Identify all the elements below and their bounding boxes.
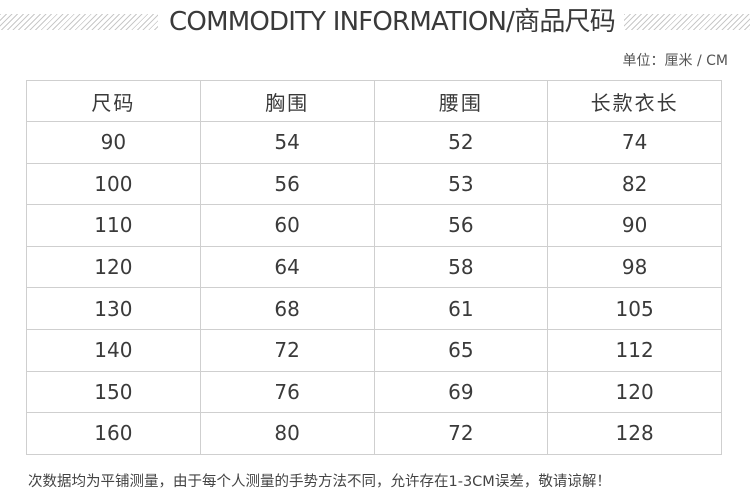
table-cell: 150 <box>26 370 201 414</box>
size-table: 尺码 胸围 腰围 长款衣长 90 54 52 74 100 56 53 82 1… <box>26 80 722 455</box>
table-row: 150 76 69 120 <box>26 370 722 414</box>
table-cell: 60 <box>199 204 375 247</box>
table-cell: 69 <box>373 370 549 414</box>
table-cell: 90 <box>26 121 201 164</box>
unit-label: 单位：厘米 / CM <box>622 53 728 69</box>
column-header-size: 尺码 <box>26 80 201 122</box>
table-row: 110 60 56 90 <box>26 204 722 247</box>
table-row: 120 64 58 98 <box>26 245 722 289</box>
table-cell: 100 <box>26 162 201 206</box>
table-cell: 68 <box>199 287 375 330</box>
column-header-length: 长款衣长 <box>547 80 722 122</box>
measurement-note: 次数据均为平铺测量，由于每个人测量的手势方法不同，允许存在1-3CM误差，敬请谅… <box>28 474 611 490</box>
table-row: 130 68 61 105 <box>26 287 722 330</box>
table-cell: 76 <box>199 370 375 414</box>
decorative-hatch-right <box>624 14 750 30</box>
table-cell: 110 <box>26 204 201 247</box>
table-cell: 65 <box>373 328 549 372</box>
table-cell: 74 <box>547 121 722 164</box>
table-cell: 52 <box>373 121 549 164</box>
column-header-waist: 腰围 <box>373 80 549 122</box>
table-cell: 98 <box>547 245 722 289</box>
table-cell: 72 <box>373 412 549 455</box>
table-cell: 90 <box>547 204 722 247</box>
table-row: 160 80 72 128 <box>26 412 722 455</box>
table-cell: 80 <box>199 412 375 455</box>
table-cell: 61 <box>373 287 549 330</box>
page-title: COMMODITY INFORMATION/商品尺码 <box>169 7 616 37</box>
table-cell: 120 <box>26 245 201 289</box>
table-cell: 58 <box>373 245 549 289</box>
table-row: 140 72 65 112 <box>26 328 722 372</box>
table-cell: 82 <box>547 162 722 206</box>
table-cell: 120 <box>547 370 722 414</box>
decorative-hatch-left <box>0 14 158 30</box>
column-header-chest: 胸围 <box>199 80 375 122</box>
table-header-row: 尺码 胸围 腰围 长款衣长 <box>26 80 722 122</box>
table-cell: 140 <box>26 328 201 372</box>
table-cell: 72 <box>199 328 375 372</box>
table-row: 90 54 52 74 <box>26 121 722 164</box>
title-banner: COMMODITY INFORMATION/商品尺码 <box>0 2 750 42</box>
table-cell: 54 <box>199 121 375 164</box>
table-cell: 128 <box>547 412 722 455</box>
table-cell: 160 <box>26 412 201 455</box>
table-cell: 56 <box>373 204 549 247</box>
table-cell: 56 <box>199 162 375 206</box>
table-row: 100 56 53 82 <box>26 162 722 206</box>
table-cell: 105 <box>547 287 722 330</box>
table-cell: 64 <box>199 245 375 289</box>
table-cell: 112 <box>547 328 722 372</box>
table-cell: 53 <box>373 162 549 206</box>
table-cell: 130 <box>26 287 201 330</box>
